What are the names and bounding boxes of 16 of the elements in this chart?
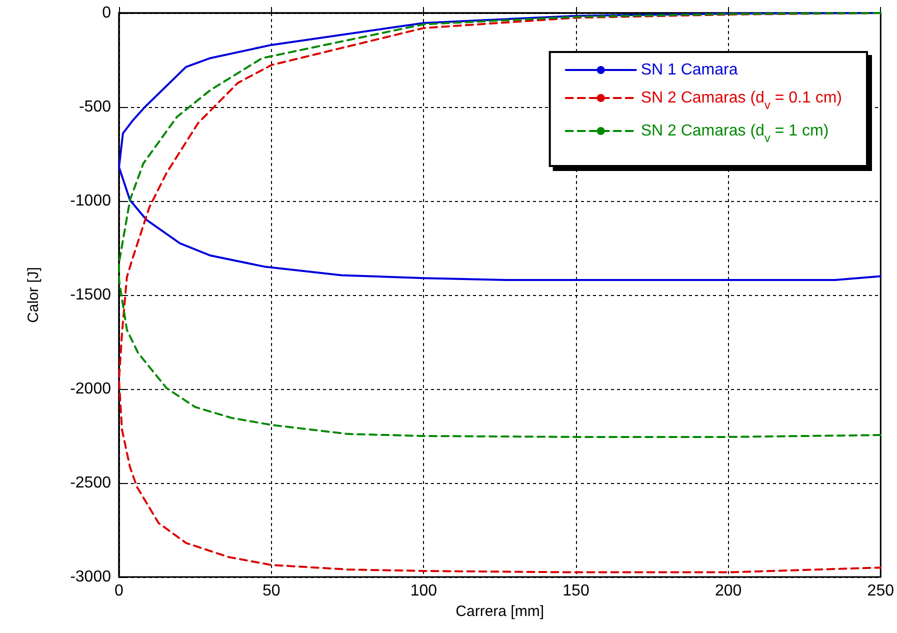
y-tick-label: 0 bbox=[102, 4, 112, 22]
y-tick-label: -500 bbox=[78, 98, 112, 116]
y-tick-label: -1000 bbox=[70, 192, 112, 210]
x-tick-label: 200 bbox=[714, 582, 742, 600]
y-tick-label: -3000 bbox=[70, 568, 112, 586]
x-tick-label: 0 bbox=[114, 582, 124, 600]
x-tick-label: 100 bbox=[410, 582, 438, 600]
x-tick-label: 250 bbox=[867, 582, 894, 600]
y-tick-label: -1500 bbox=[70, 286, 112, 304]
legend-label: SN 1 Camara bbox=[640, 62, 738, 78]
y-tick-label: -2500 bbox=[70, 474, 112, 492]
x-tick-label: 150 bbox=[562, 582, 590, 600]
x-axis-title: Carrera [mm] bbox=[456, 602, 544, 620]
x-tick-label: 50 bbox=[262, 582, 280, 600]
y-axis-title: Calor [J] bbox=[25, 267, 42, 323]
y-tick-label: -2000 bbox=[70, 380, 112, 398]
